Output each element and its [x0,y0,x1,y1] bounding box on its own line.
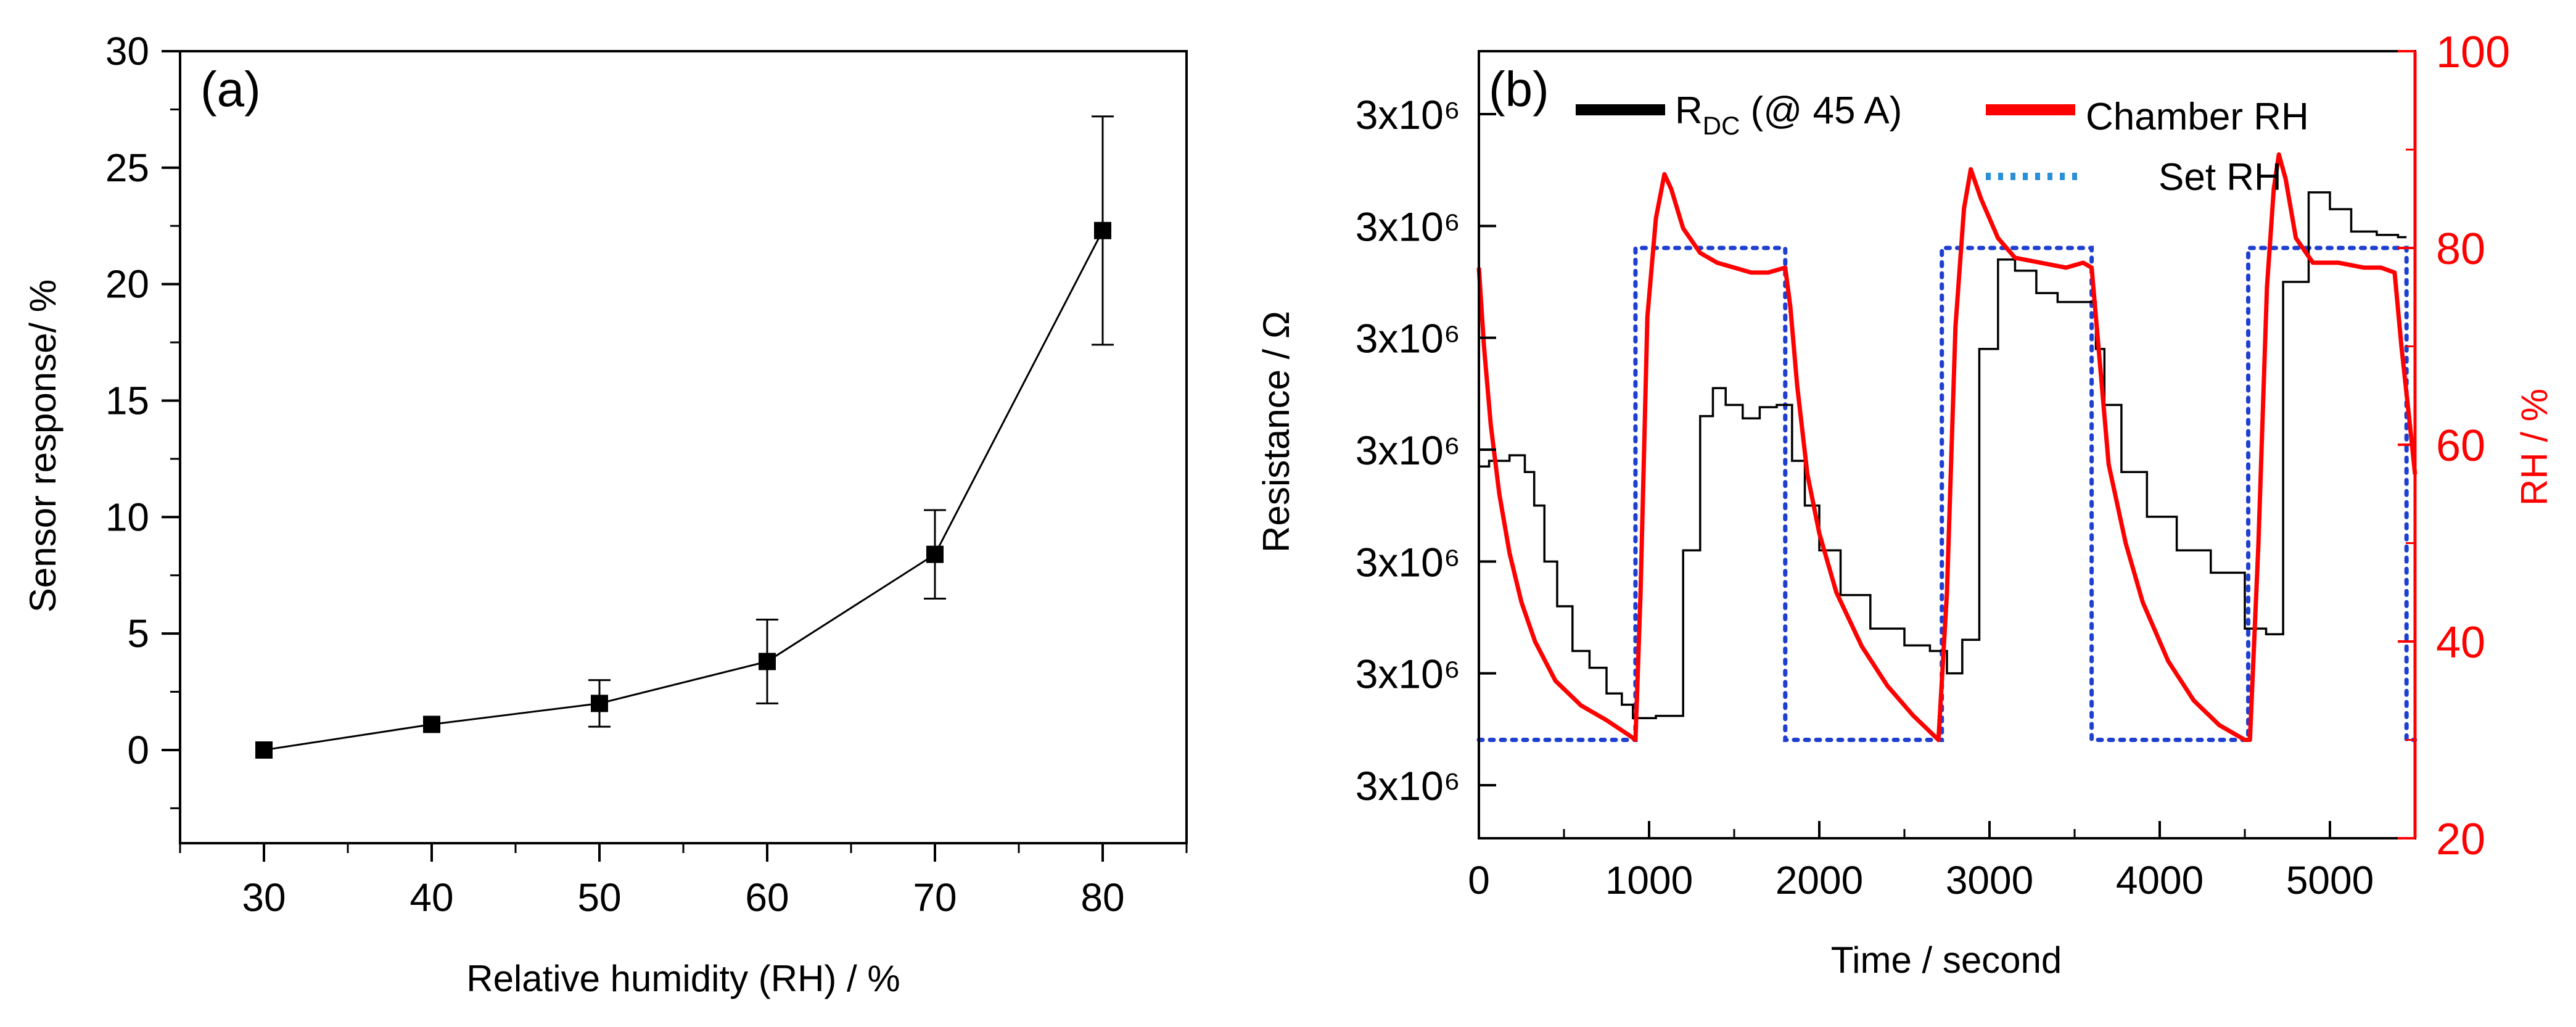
x-tick-label: 30 [242,875,286,920]
data-point-marker [591,695,608,712]
panel-b-label: (b) [1489,62,1549,117]
right-y-tick-label: 80 [2436,225,2485,274]
data-point-marker [423,716,440,733]
x-tick-label: 60 [745,875,789,920]
x-tick-label: 3000 [1946,858,2033,902]
left-y-tick-label: 3x10⁶ [1356,204,1460,249]
y-tick-label: 10 [105,495,149,539]
x-tick-label: 1000 [1605,858,1693,902]
y-tick-label: 5 [127,611,149,656]
panel-b-chart: 0 1000 2000 3000 4000 5000 3x10⁶ 3x10⁶ 3x10⁶ 3x10… [1256,28,2555,981]
y-tick-label: 20 [105,262,149,307]
panel-a-frame [179,50,1188,844]
legend-label-chamber-rh: Chamber RH [2086,96,2309,138]
left-y-tick-label: 3x10⁶ [1356,427,1460,473]
chamber-rh-line [1476,152,2418,742]
right-y-tick-label: 40 [2436,618,2485,667]
panel-a-y-axis-label: Sensor response/ % [22,279,64,612]
right-y-tick-label: 100 [2436,28,2510,77]
y-tick-label: 0 [127,728,149,772]
left-y-tick-label: 3x10⁶ [1356,763,1460,809]
x-tick-label: 70 [913,875,957,920]
series-line [263,230,1104,751]
panel-a-chart: (a) 30 40 50 60 70 80 0 5 10 15 20 25 30 Relative hu… [22,29,1188,999]
left-y-tick-label: 3x10⁶ [1356,92,1460,138]
panel-b-x-axis-label: Time / second [1831,939,2062,981]
left-y-tick-label: 3x10⁶ [1356,539,1460,585]
panel-a-x-axis-label: Relative humidity (RH) / % [466,958,900,999]
x-tick-label: 40 [409,875,453,920]
y-tick-label: 30 [105,29,149,73]
data-point-marker [1094,221,1111,239]
x-tick-label: 4000 [2116,858,2204,902]
x-tick-label: 5000 [2286,858,2374,902]
data-point-marker [759,653,776,670]
x-tick-label: 2000 [1776,858,1863,902]
y-tick-label: 25 [105,146,149,190]
panel-b-left-y-axis-label: Resistance / Ω [1256,311,1297,553]
data-point-marker [255,741,273,759]
panel-b-legend: RDC (@ 45 A) Chamber RH Set RH [1576,89,2309,199]
left-y-tick-label: 3x10⁶ [1356,316,1460,361]
right-y-tick-label: 60 [2436,421,2485,471]
panel-b-right-y-axis-label: RH / % [2514,389,2555,506]
y-tick-label: 15 [105,378,149,423]
x-tick-label: 0 [1468,858,1490,902]
legend-label-set-rh: Set RH [2158,156,2282,199]
left-y-tick-label: 3x10⁶ [1356,651,1460,697]
legend-entry-rdc: RDC (@ 45 A) [1576,89,1902,140]
legend-entry-set-rh: Set RH [1986,156,2282,199]
right-y-tick-label: 20 [2436,815,2485,864]
rdc-resistance-line [1479,191,2407,719]
set-rh-line [1476,245,2418,742]
x-tick-label: 50 [577,875,621,920]
legend-label-rdc: RDC (@ 45 A) [1675,89,1902,140]
panel-a-label: (a) [200,62,261,117]
legend-entry-chamber-rh: Chamber RH [1986,96,2309,138]
data-point-marker [926,545,944,563]
x-tick-label: 80 [1080,875,1124,920]
